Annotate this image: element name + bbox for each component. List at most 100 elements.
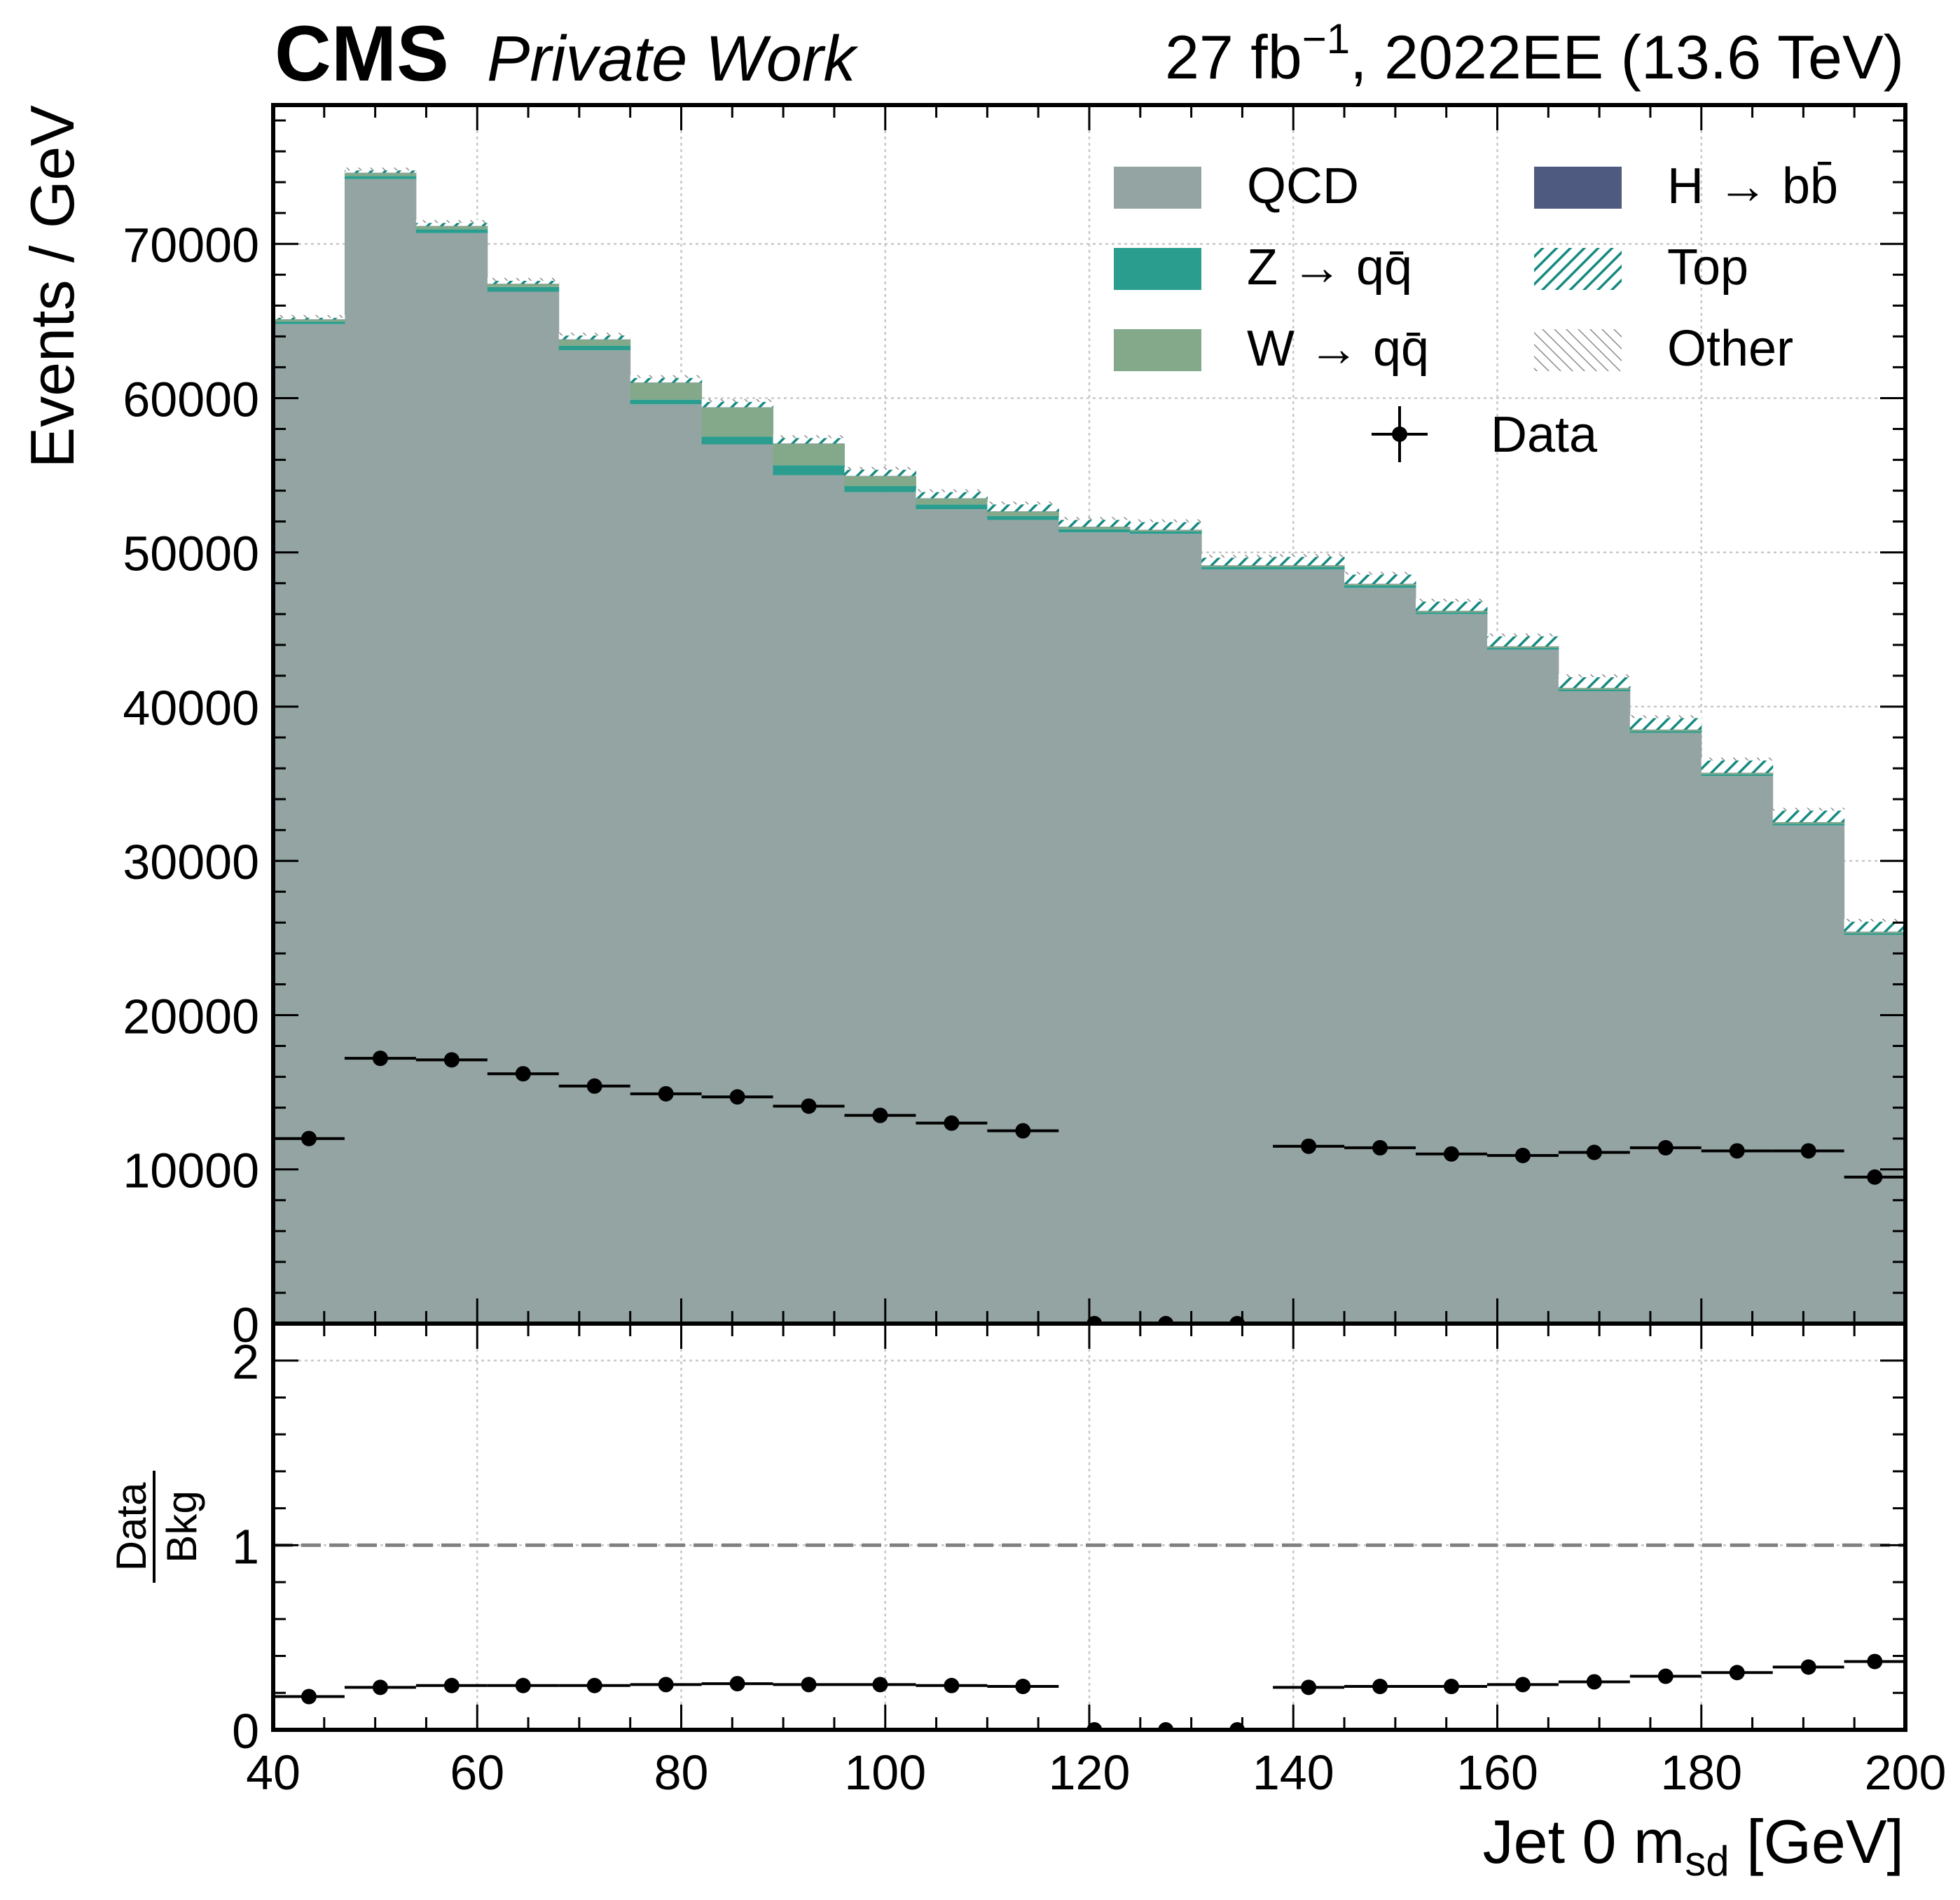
- y-tick-label: 40000: [123, 681, 259, 735]
- data-point: [443, 1052, 460, 1068]
- bar-top: [773, 438, 845, 444]
- bar-w-qq: [701, 407, 774, 437]
- bar-w-qq: [487, 284, 560, 287]
- data-point: [301, 1130, 317, 1146]
- bar-qcd: [273, 324, 345, 1324]
- x-tick-label: 140: [1252, 1745, 1334, 1800]
- bar-z-qq: [1558, 688, 1631, 691]
- data-point: [1800, 1143, 1816, 1159]
- legend-label: QCD: [1247, 158, 1359, 214]
- data-point: [586, 1078, 602, 1094]
- x-tick-label: 200: [1865, 1745, 1947, 1800]
- x-axis-title-main: Jet 0 m: [1483, 1807, 1685, 1876]
- bar-qcd: [1344, 588, 1416, 1324]
- ratio-point: [872, 1677, 888, 1693]
- bar-other: [1486, 633, 1559, 637]
- data-point: [1301, 1138, 1317, 1154]
- data-point: [729, 1089, 745, 1105]
- data-point: [1657, 1139, 1673, 1156]
- legend-swatch: [1114, 248, 1201, 290]
- bar-top: [1201, 557, 1274, 566]
- bar-top: [1772, 810, 1845, 822]
- ratio-tick-labels: 0 1 2 40 60 80 100 120 140 160 180 200: [232, 1335, 1946, 1800]
- bar-w-qq: [1130, 529, 1202, 532]
- ratio-point: [515, 1677, 531, 1693]
- bar-other: [558, 333, 631, 336]
- lumi-value: 27 fb: [1165, 22, 1302, 92]
- lumi-label: 27 fb−1, 2022EE (13.6 TeV): [1165, 15, 1904, 92]
- bar-other: [1416, 598, 1488, 602]
- bar-other: [1273, 554, 1345, 557]
- data-point: [872, 1107, 888, 1123]
- bar-z-qq: [1844, 931, 1905, 935]
- bar-other: [487, 277, 560, 281]
- y-tick-label: 20000: [123, 989, 259, 1043]
- x-tick-label: 80: [654, 1745, 709, 1800]
- legend-swatch: [1114, 167, 1201, 209]
- data-point: [658, 1086, 674, 1102]
- legend: QCD Z → qq̄ W → qq̄ H → bb̄ Top Other Data: [1114, 158, 1838, 463]
- bar-w-qq: [1844, 930, 1905, 934]
- data-point: [801, 1098, 817, 1114]
- ratio-point: [372, 1679, 388, 1696]
- bar-top: [630, 377, 703, 383]
- lumi-exponent: −1: [1302, 15, 1350, 62]
- bar-qcd: [558, 350, 631, 1324]
- bar-qcd: [844, 492, 916, 1324]
- ratio-point: [1586, 1674, 1602, 1690]
- data-point: [1586, 1144, 1602, 1160]
- bar-qcd: [344, 179, 417, 1324]
- bar-top: [1344, 574, 1416, 584]
- legend-swatch: [1534, 167, 1622, 209]
- data-point: [1443, 1146, 1459, 1162]
- y-tick-label: 50000: [123, 527, 259, 581]
- legend-label: Top: [1667, 240, 1748, 296]
- bar-qcd: [1201, 569, 1274, 1324]
- bar-z-qq: [344, 176, 417, 179]
- bar-top: [701, 401, 774, 408]
- bar-top: [344, 169, 417, 173]
- bar-top: [987, 504, 1059, 512]
- bar-qcd: [487, 291, 560, 1324]
- bar-other: [1558, 674, 1631, 677]
- data-point: [1514, 1147, 1531, 1163]
- bar-w-qq: [1201, 564, 1274, 567]
- bar-w-qq: [1486, 645, 1559, 649]
- legend-swatch: [1114, 329, 1201, 371]
- bar-top: [273, 316, 345, 319]
- ratio-point: [1514, 1677, 1531, 1693]
- bar-qcd: [987, 520, 1059, 1324]
- bar-top: [1058, 520, 1131, 527]
- bar-w-qq: [916, 498, 988, 505]
- legend-label: Data: [1491, 407, 1598, 463]
- bar-z-qq: [916, 504, 988, 510]
- bar-qcd: [1486, 649, 1559, 1324]
- ratio-point: [301, 1688, 317, 1705]
- x-axis-title-subscript: sd: [1685, 1838, 1729, 1885]
- bar-top: [1558, 677, 1631, 688]
- bar-z-qq: [1486, 646, 1559, 650]
- bar-w-qq: [558, 339, 631, 346]
- y-tick-label: 30000: [123, 835, 259, 889]
- bar-z-qq: [1629, 730, 1702, 733]
- bar-z-qq: [1344, 585, 1416, 588]
- ratio-y-tick-label: 0: [232, 1704, 259, 1759]
- bar-qcd: [1772, 825, 1845, 1324]
- data-point: [1729, 1143, 1745, 1159]
- y-tick-label: 60000: [123, 372, 259, 427]
- ratio-point: [1015, 1679, 1031, 1695]
- bar-w-qq: [844, 476, 916, 487]
- bar-w-qq: [415, 226, 488, 230]
- bar-top: [558, 335, 631, 340]
- bar-z-qq: [273, 321, 345, 324]
- ratio-point: [1443, 1679, 1459, 1695]
- bar-z-qq: [773, 465, 845, 476]
- ratio-point: [1372, 1679, 1388, 1695]
- ratio-point: [1729, 1665, 1745, 1681]
- bar-qcd: [1058, 532, 1131, 1324]
- ratio-y-tick-label: 1: [232, 1519, 259, 1574]
- x-tick-label: 160: [1456, 1745, 1538, 1800]
- bar-z-qq: [844, 486, 916, 492]
- bar-w-qq: [773, 443, 845, 466]
